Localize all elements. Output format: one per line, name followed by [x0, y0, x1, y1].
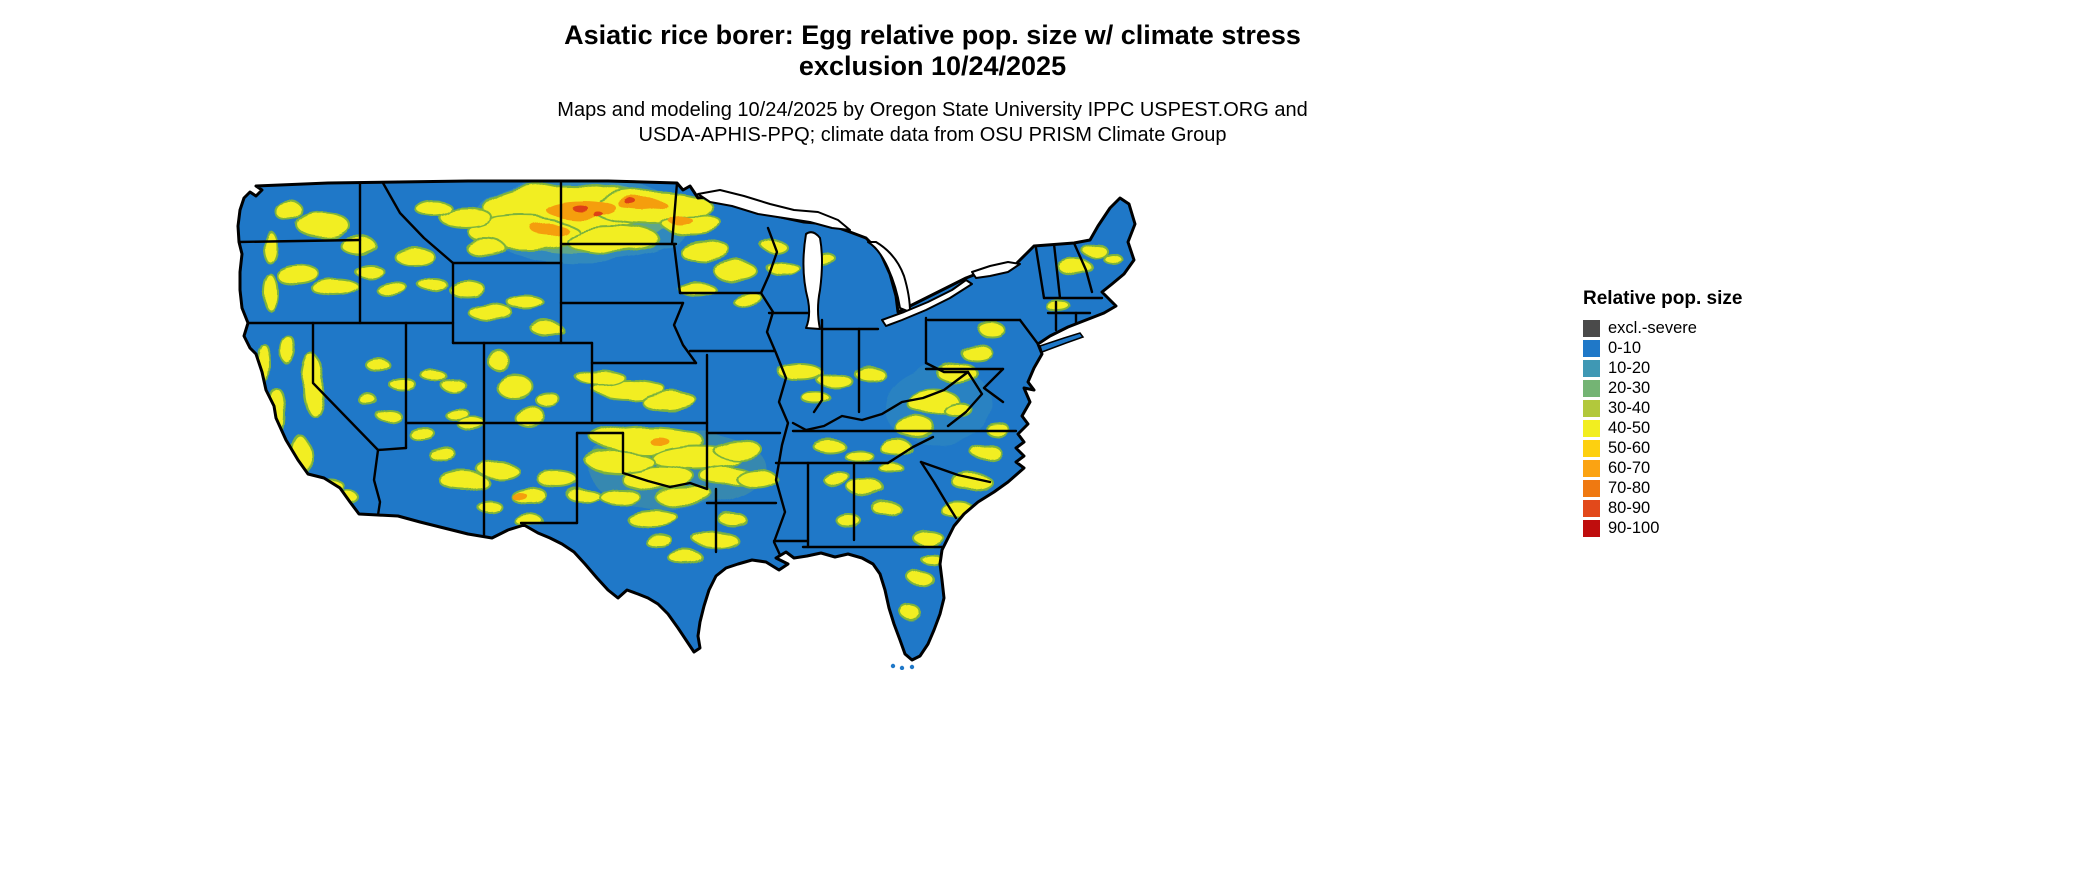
legend-item: 80-90 — [1583, 500, 1742, 517]
legend-swatch — [1583, 500, 1600, 517]
legend-item: 70-80 — [1583, 480, 1742, 497]
legend-swatch — [1583, 440, 1600, 457]
legend-item-label: 30-40 — [1608, 399, 1651, 417]
lake-superior — [697, 189, 851, 231]
us-map — [236, 179, 1137, 671]
map-title: Asiatic rice borer: Egg relative pop. si… — [0, 20, 1865, 83]
map-title-line2: exclusion 10/24/2025 — [798, 51, 1067, 82]
legend-item-label: 40-50 — [1608, 419, 1651, 437]
legend-item-label: 80-90 — [1608, 499, 1651, 517]
legend-item-label: 60-70 — [1608, 459, 1651, 477]
legend-swatch — [1583, 420, 1600, 437]
legend-item: 0-10 — [1583, 340, 1742, 357]
map-container — [228, 150, 1143, 671]
legend-item: 20-30 — [1583, 380, 1742, 397]
legend-swatch — [1583, 380, 1600, 397]
lake-erie — [881, 279, 973, 327]
legend-swatch — [1583, 360, 1600, 377]
header: Asiatic rice borer: Egg relative pop. si… — [0, 20, 1865, 149]
legend-title: Relative pop. size — [1583, 288, 1743, 309]
legend-swatch — [1583, 520, 1600, 537]
long-island — [1039, 332, 1085, 353]
legend-item: 60-70 — [1583, 460, 1742, 477]
map-title-line1: Asiatic rice borer: Egg relative pop. si… — [564, 20, 1301, 50]
legend-item: 50-60 — [1583, 440, 1742, 457]
lake-huron — [867, 241, 911, 313]
legend: Relative pop. size excl.-severe 0-10 10-20… — [1583, 288, 1742, 540]
legend-item-label: 20-30 — [1608, 379, 1651, 397]
florida-keys — [890, 663, 915, 671]
lake-michigan — [802, 231, 823, 330]
legend-swatch — [1583, 400, 1600, 417]
great-lakes — [697, 189, 1021, 330]
lake-ontario — [971, 261, 1021, 279]
legend-item-label: 0-10 — [1608, 339, 1642, 357]
map-subtitle-line1: Maps and modeling 10/24/2025 by Oregon S… — [557, 98, 1308, 121]
legend-rows: excl.-severe 0-10 10-20 20-30 30-40 40-50 50-6… — [1583, 320, 1742, 537]
legend-item-label: 70-80 — [1608, 479, 1651, 497]
legend-item: 40-50 — [1583, 420, 1742, 437]
legend-swatch — [1583, 460, 1600, 477]
legend-swatch — [1583, 320, 1600, 337]
legend-item-label: 10-20 — [1608, 359, 1651, 377]
legend-swatch — [1583, 340, 1600, 357]
legend-item-label: 90-100 — [1608, 519, 1660, 537]
state-borders — [238, 181, 1104, 557]
legend-item: 30-40 — [1583, 400, 1742, 417]
legend-item: excl.-severe — [1583, 320, 1742, 337]
map-subtitle-line2: USDA-APHIS-PPQ; climate data from OSU PR… — [638, 124, 1227, 147]
legend-item-label: 50-60 — [1608, 439, 1651, 457]
legend-item-label: excl.-severe — [1608, 319, 1697, 337]
legend-swatch — [1583, 480, 1600, 497]
legend-item: 10-20 — [1583, 360, 1742, 377]
map-subtitle: Maps and modeling 10/24/2025 by Oregon S… — [0, 98, 1865, 149]
legend-item: 90-100 — [1583, 520, 1742, 537]
